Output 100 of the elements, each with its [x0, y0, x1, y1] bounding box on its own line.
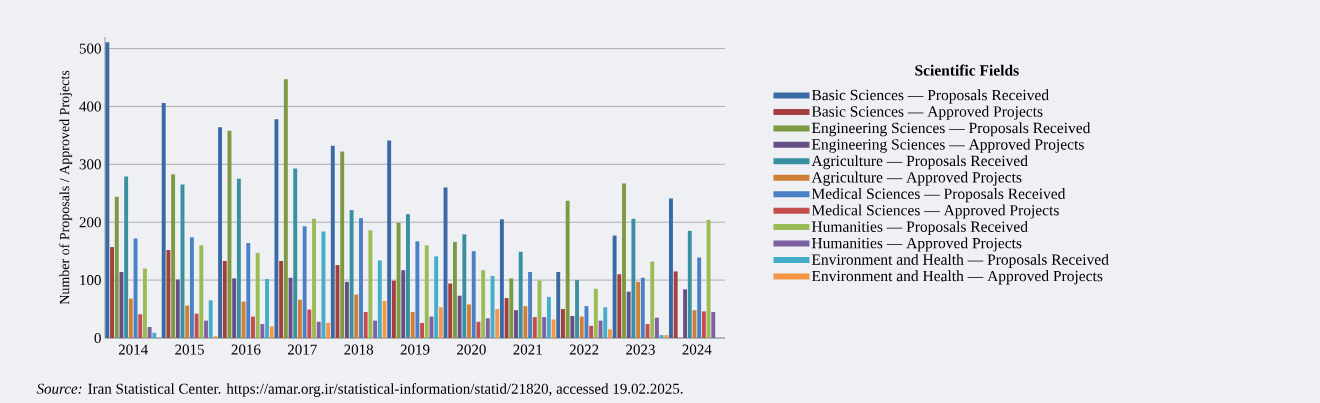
bar [608, 329, 612, 338]
legend-label: Agriculture — Proposals Received [811, 155, 1028, 170]
y-tick-label: 0 [94, 332, 101, 344]
bar [222, 261, 227, 338]
bar [241, 301, 246, 338]
bar [434, 256, 439, 338]
bar [110, 247, 114, 338]
x-tick-label: 2024 [682, 344, 712, 355]
bar [274, 119, 279, 338]
legend-label: Humanities — Approved Projects [811, 237, 1022, 252]
bar [589, 325, 594, 338]
bar [199, 245, 204, 338]
bar [161, 102, 166, 338]
bar [218, 127, 223, 338]
bar [377, 260, 382, 338]
bar [448, 283, 453, 338]
bar [171, 174, 176, 338]
x-tick-label: 2023 [626, 344, 655, 355]
bar [420, 322, 425, 338]
bar [673, 271, 678, 338]
bar [401, 270, 406, 338]
legend-label: Medical Sciences — Approved Projects [811, 204, 1059, 219]
bar [532, 317, 537, 338]
x-tick-label: 2015 [175, 344, 204, 355]
bar [575, 280, 579, 338]
bar [542, 317, 547, 338]
bar [175, 279, 180, 338]
bar [664, 335, 669, 338]
bar [457, 295, 462, 338]
bar [711, 311, 716, 338]
legend-label: Basic Sciences — Proposals Received [811, 89, 1049, 104]
legend-label: Environment and Health — Approved Projects [811, 270, 1103, 285]
bar [514, 310, 518, 338]
bar [579, 316, 584, 338]
bar [546, 296, 551, 338]
y-tick-label: 500 [79, 43, 101, 54]
bar [603, 307, 608, 338]
bar [391, 280, 396, 338]
bar [260, 324, 265, 338]
bar [706, 219, 711, 338]
bar [518, 251, 523, 338]
bar [495, 309, 500, 338]
y-tick-label: 300 [79, 159, 101, 170]
bar [415, 241, 420, 338]
bar [687, 230, 692, 338]
bar [283, 79, 288, 338]
bar [509, 278, 514, 338]
bar [152, 332, 157, 338]
legend-label: Engineering Sciences — Approved Projects [811, 138, 1084, 153]
bar [251, 316, 255, 338]
x-tick-label: 2014 [118, 344, 148, 355]
x-tick-label: 2019 [400, 344, 430, 355]
bar [584, 306, 589, 338]
y-tick-label: 200 [79, 217, 101, 228]
bar [265, 278, 270, 338]
bar [166, 250, 171, 338]
bar [561, 309, 565, 338]
bar [232, 278, 237, 338]
bar [279, 261, 284, 338]
bar [330, 145, 335, 338]
x-tick-label: 2017 [287, 344, 317, 355]
bar [204, 320, 208, 338]
legend-label: Basic Sciences — Approved Projects [811, 105, 1043, 120]
legend-title: Scientific Fields [915, 64, 1019, 76]
bar [654, 317, 659, 338]
bar [471, 251, 476, 338]
bar [499, 219, 504, 338]
bar [105, 42, 110, 338]
bar [556, 272, 561, 338]
bar [650, 261, 655, 338]
bar [410, 311, 415, 338]
y-axis-title: Number of Proposals / Approved Projects [59, 70, 73, 305]
bar [452, 241, 457, 338]
bar [406, 214, 410, 338]
bar [504, 298, 509, 338]
bar [528, 272, 533, 338]
bar [147, 326, 152, 338]
bar [523, 306, 528, 338]
bar [312, 218, 316, 338]
y-tick-label: 400 [79, 101, 101, 112]
bar [636, 281, 641, 338]
bar [659, 335, 664, 338]
bar [143, 268, 147, 338]
bar [551, 319, 556, 338]
bar [485, 318, 490, 338]
bar [612, 235, 617, 338]
bar [368, 230, 373, 338]
bar [194, 313, 199, 338]
bar [467, 304, 471, 338]
bar [349, 210, 354, 338]
bar [293, 168, 298, 338]
bar [683, 289, 688, 338]
legend-label: Humanities — Proposals Received [811, 220, 1028, 236]
bar [438, 307, 443, 338]
bar [119, 272, 124, 338]
x-tick-label: 2021 [513, 344, 542, 355]
bar [617, 274, 622, 338]
bar [128, 298, 133, 338]
bar [363, 311, 368, 338]
bar [373, 320, 378, 338]
